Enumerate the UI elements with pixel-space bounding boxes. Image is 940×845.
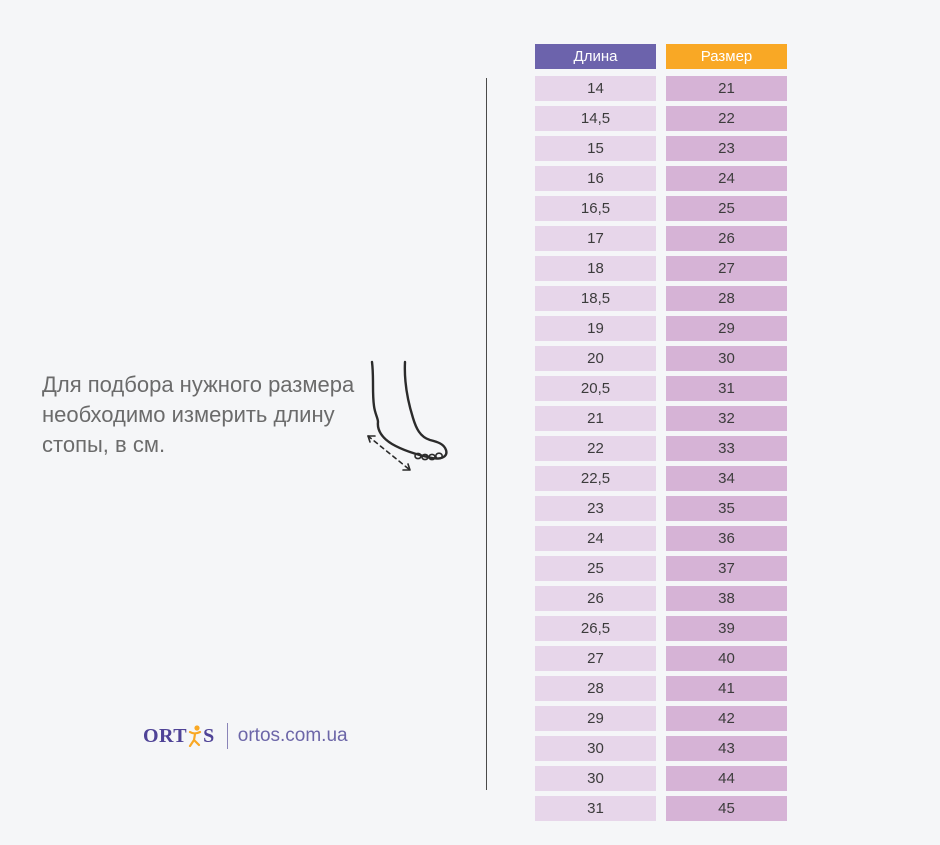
size-cell: 40 [666, 646, 787, 671]
size-table: Длина Размер 14 21 14,5 22 15 23 16 24 16,5 25 17 2… [535, 44, 787, 826]
table-row: 30 44 [535, 766, 787, 791]
length-cell: 24 [535, 526, 656, 551]
length-cell: 27 [535, 646, 656, 671]
size-cell: 37 [666, 556, 787, 581]
table-header-row: Длина Размер [535, 44, 787, 69]
website-link[interactable]: ortos.com.ua [237, 725, 348, 746]
size-cell: 35 [666, 496, 787, 521]
length-cell: 29 [535, 706, 656, 731]
table-row: 16 24 [535, 166, 787, 191]
size-cell: 28 [666, 286, 787, 311]
length-cell: 15 [535, 136, 656, 161]
length-cell: 18 [535, 256, 656, 281]
size-cell: 29 [666, 316, 787, 341]
foot-measure-icon [367, 360, 448, 471]
size-cell: 22 [666, 106, 787, 131]
table-row: 23 35 [535, 496, 787, 521]
length-cell: 31 [535, 796, 656, 821]
vertical-divider [486, 78, 487, 790]
length-cell: 22 [535, 436, 656, 461]
table-row: 27 40 [535, 646, 787, 671]
length-cell: 26,5 [535, 616, 656, 641]
length-cell: 28 [535, 676, 656, 701]
header-size: Размер [666, 44, 787, 69]
table-row: 22 33 [535, 436, 787, 461]
table-row: 26 38 [535, 586, 787, 611]
table-row: 30 43 [535, 736, 787, 761]
brand-footer: ORT S ortos.com.ua [143, 716, 348, 756]
length-cell: 16,5 [535, 196, 656, 221]
size-cell: 33 [666, 436, 787, 461]
table-row: 26,5 39 [535, 616, 787, 641]
size-cell: 27 [666, 256, 787, 281]
length-cell: 21 [535, 406, 656, 431]
length-cell: 20,5 [535, 376, 656, 401]
figure-logo-icon [189, 725, 202, 747]
length-cell: 23 [535, 496, 656, 521]
table-row: 14,5 22 [535, 106, 787, 131]
table-row: 17 26 [535, 226, 787, 251]
length-cell: 25 [535, 556, 656, 581]
table-row: 22,5 34 [535, 466, 787, 491]
table-row: 31 45 [535, 796, 787, 821]
size-cell: 31 [666, 376, 787, 401]
length-cell: 18,5 [535, 286, 656, 311]
length-cell: 17 [535, 226, 656, 251]
table-row: 18,5 28 [535, 286, 787, 311]
length-cell: 16 [535, 166, 656, 191]
table-row: 16,5 25 [535, 196, 787, 221]
size-cell: 30 [666, 346, 787, 371]
length-cell: 30 [535, 766, 656, 791]
size-cell: 34 [666, 466, 787, 491]
length-cell: 19 [535, 316, 656, 341]
table-row: 24 36 [535, 526, 787, 551]
table-row: 14 21 [535, 76, 787, 101]
size-cell: 38 [666, 586, 787, 611]
size-cell: 21 [666, 76, 787, 101]
size-cell: 41 [666, 676, 787, 701]
size-cell: 24 [666, 166, 787, 191]
table-row: 25 37 [535, 556, 787, 581]
size-cell: 26 [666, 226, 787, 251]
length-cell: 14 [535, 76, 656, 101]
size-cell: 45 [666, 796, 787, 821]
ortos-logo: ORT S [143, 724, 215, 747]
size-cell: 39 [666, 616, 787, 641]
length-cell: 22,5 [535, 466, 656, 491]
table-row: 20 30 [535, 346, 787, 371]
brand-separator [226, 723, 228, 749]
size-cell: 44 [666, 766, 787, 791]
size-cell: 32 [666, 406, 787, 431]
table-row: 28 41 [535, 676, 787, 701]
table-row: 20,5 31 [535, 376, 787, 401]
size-cell: 25 [666, 196, 787, 221]
length-cell: 26 [535, 586, 656, 611]
instruction-text: Для подбора нужного размера необходимо и… [42, 372, 355, 457]
length-cell: 20 [535, 346, 656, 371]
table-row: 21 32 [535, 406, 787, 431]
header-length: Длина [535, 44, 656, 69]
length-cell: 30 [535, 736, 656, 761]
size-cell: 23 [666, 136, 787, 161]
size-cell: 36 [666, 526, 787, 551]
table-row: 29 42 [535, 706, 787, 731]
size-cell: 42 [666, 706, 787, 731]
size-cell: 43 [666, 736, 787, 761]
length-cell: 14,5 [535, 106, 656, 131]
table-row: 18 27 [535, 256, 787, 281]
table-row: 15 23 [535, 136, 787, 161]
table-row: 19 29 [535, 316, 787, 341]
